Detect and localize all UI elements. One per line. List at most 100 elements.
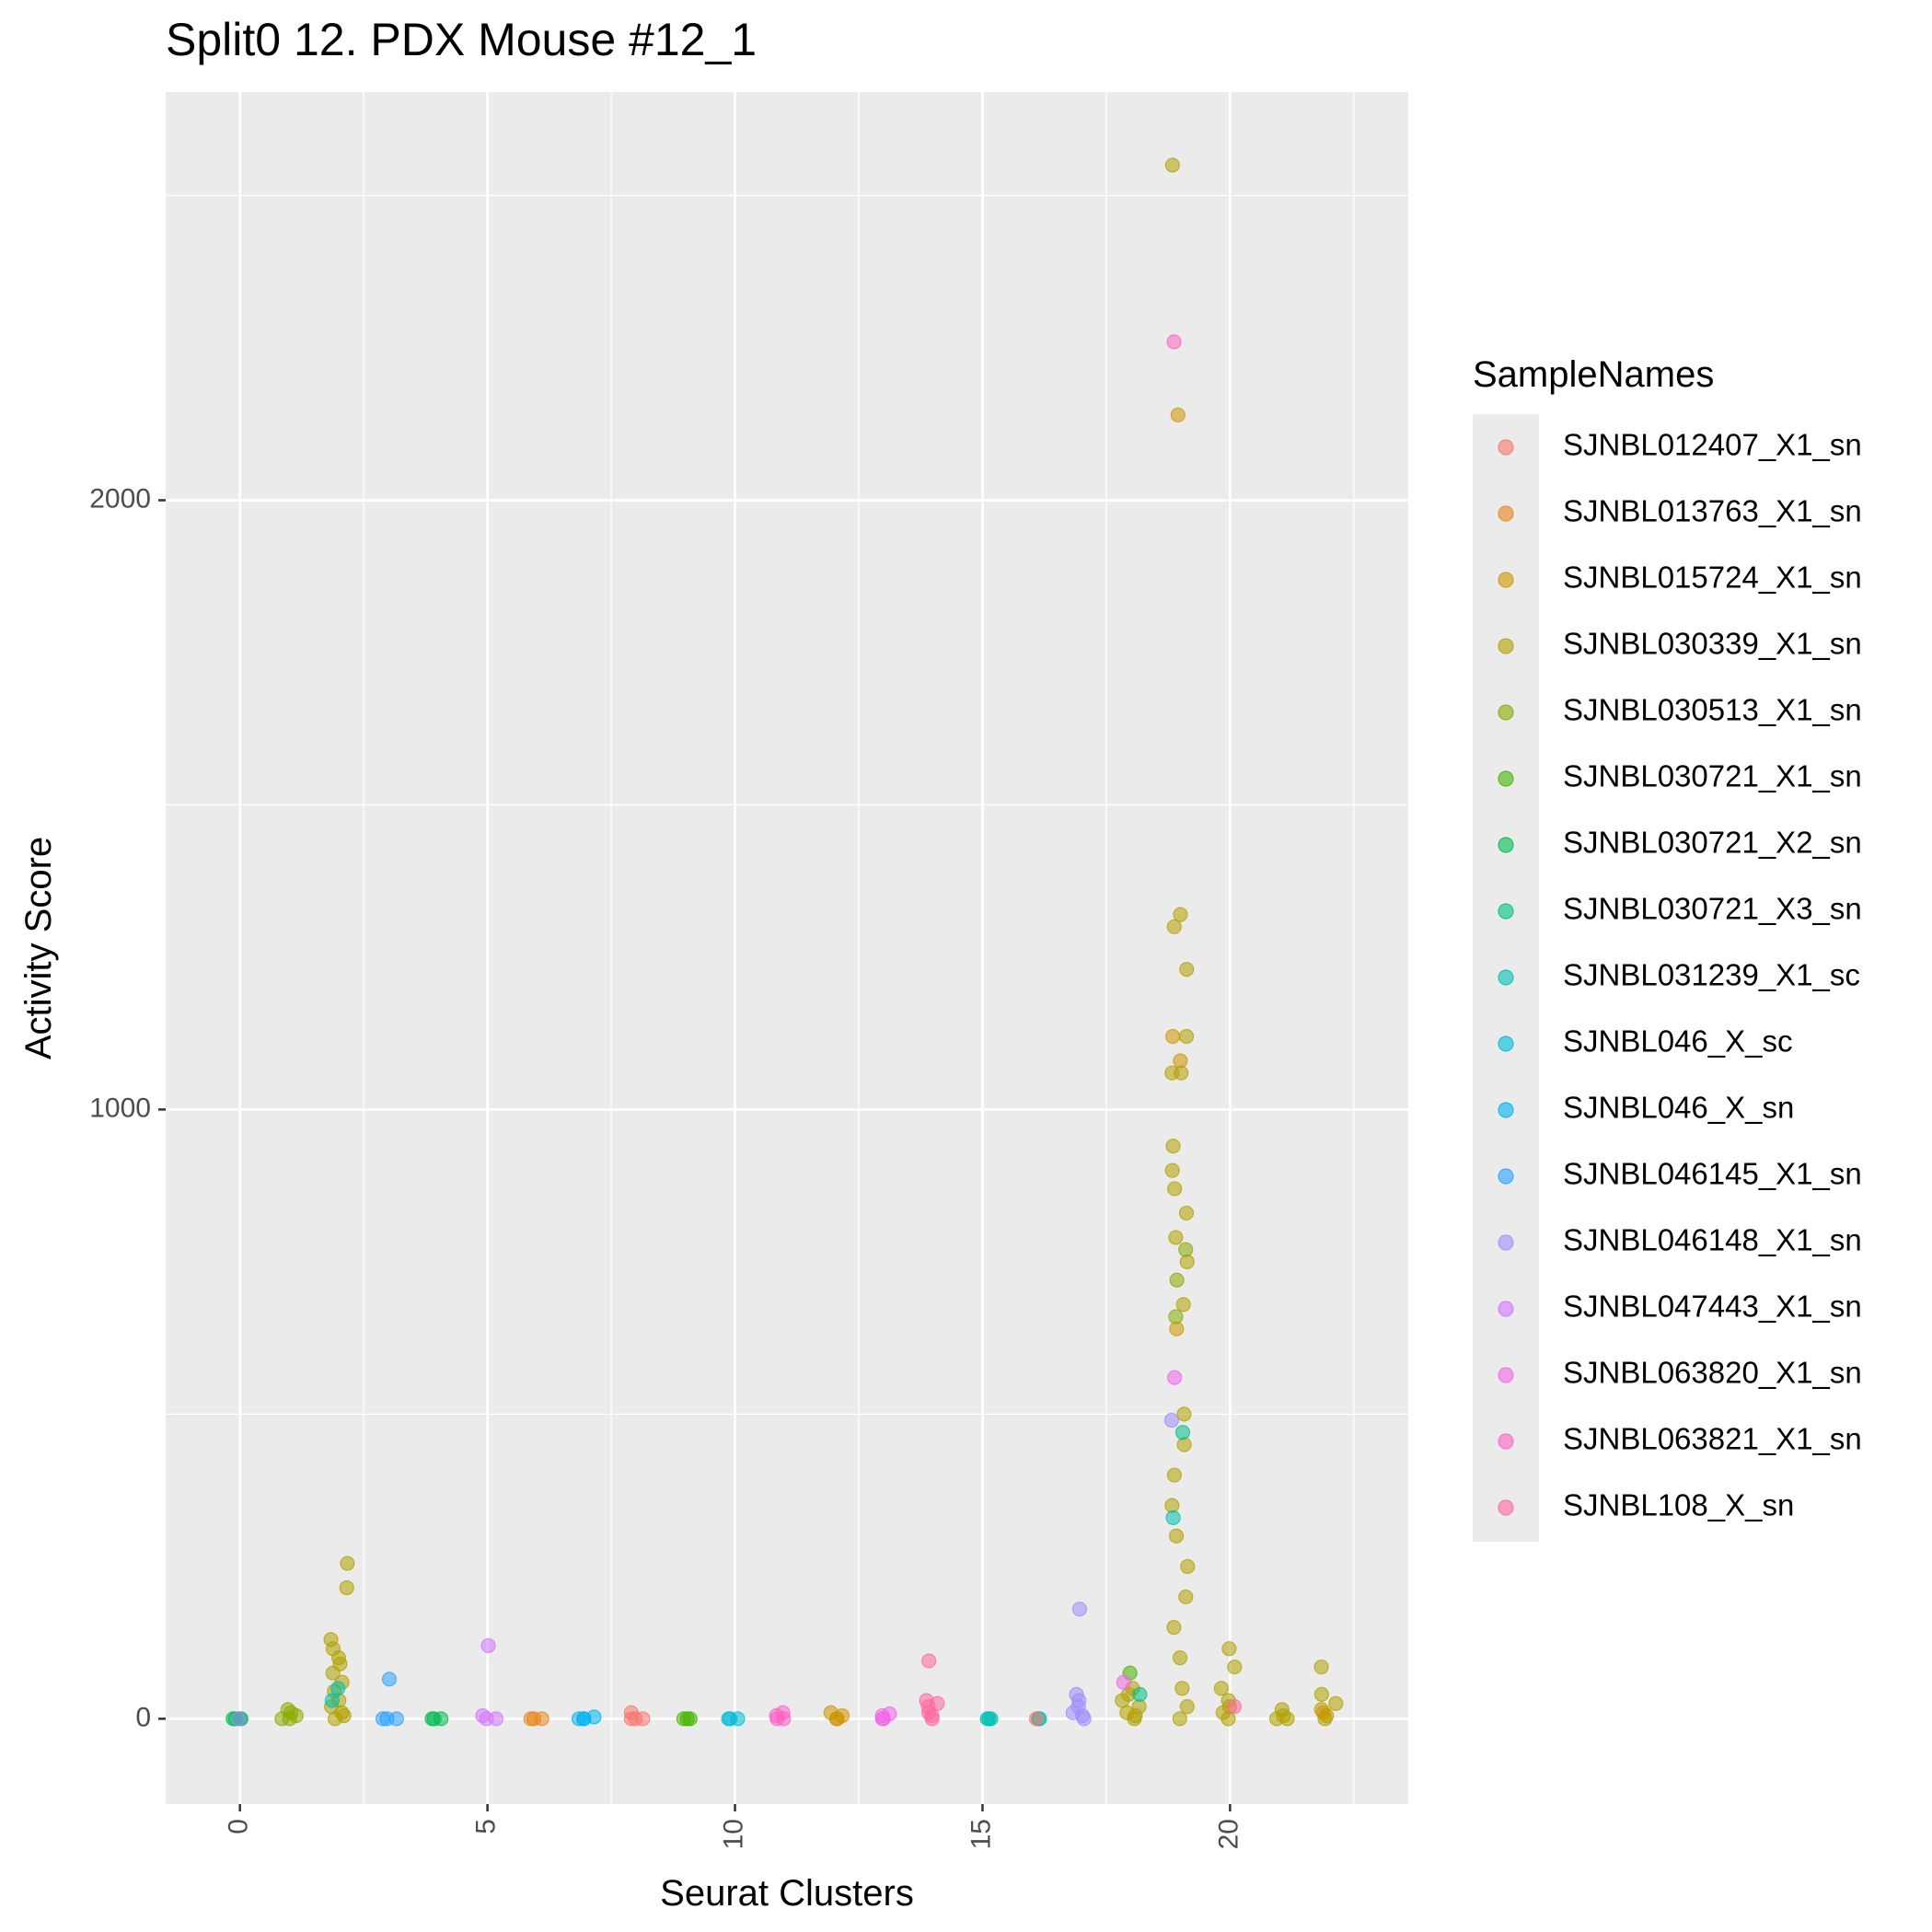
data-point — [1166, 334, 1182, 350]
data-point — [921, 1653, 937, 1669]
data-point — [1178, 1589, 1194, 1605]
legend-label: SJNBL108_X_sn — [1563, 1488, 1794, 1522]
data-point — [339, 1579, 354, 1596]
data-point — [1227, 1659, 1243, 1675]
x-tick-label: 0 — [224, 1819, 254, 1834]
data-point — [1166, 1467, 1182, 1483]
legend-label: SJNBL046_X_sn — [1563, 1091, 1794, 1125]
data-point — [1226, 1698, 1243, 1715]
data-point — [1179, 962, 1195, 978]
legend-label: SJNBL030513_X1_sn — [1563, 693, 1862, 727]
y-tick-label: 1000 — [89, 1093, 151, 1123]
data-point — [1069, 1686, 1084, 1702]
legend-key — [1498, 638, 1514, 654]
legend-label: SJNBL047443_X1_sn — [1563, 1290, 1862, 1324]
data-point — [379, 1711, 395, 1727]
data-point — [231, 1711, 247, 1727]
data-point — [1168, 1230, 1184, 1245]
legend-label: SJNBL063820_X1_sn — [1563, 1356, 1862, 1390]
legend-key — [1498, 439, 1514, 456]
legend-label: SJNBL015724_X1_sn — [1563, 561, 1862, 595]
data-point — [1071, 1602, 1088, 1617]
data-point — [534, 1711, 550, 1727]
y-axis-title: Activity Score — [18, 837, 59, 1059]
data-point — [1178, 1242, 1194, 1257]
data-point — [1165, 1510, 1181, 1525]
legend-label: SJNBL046145_X1_sn — [1563, 1157, 1862, 1191]
data-point — [1028, 1711, 1045, 1727]
data-point — [1168, 1528, 1185, 1544]
data-point — [280, 1702, 295, 1718]
legend-key — [1498, 505, 1514, 522]
legend-label: SJNBL031239_X1_sc — [1563, 958, 1860, 992]
legend-label: SJNBL046148_X1_sn — [1563, 1223, 1862, 1257]
legend-key — [1498, 969, 1514, 986]
data-point — [1166, 919, 1182, 934]
x-tick-label: 20 — [1213, 1819, 1244, 1849]
data-point — [823, 1705, 839, 1720]
data-point — [1175, 1297, 1191, 1313]
data-point — [1328, 1695, 1344, 1711]
legend-label: SJNBL063821_X1_sn — [1563, 1422, 1862, 1456]
legend-label: SJNBL030721_X2_sn — [1563, 826, 1862, 860]
data-point — [1180, 1558, 1196, 1574]
data-point — [623, 1705, 639, 1720]
data-point — [882, 1706, 897, 1722]
data-point — [475, 1707, 491, 1724]
data-point — [1166, 1370, 1183, 1385]
legend-title: SampleNames — [1473, 354, 1714, 395]
data-point — [1164, 1163, 1180, 1178]
data-point — [1173, 1053, 1188, 1069]
data-point — [983, 1711, 999, 1727]
data-point — [381, 1672, 398, 1687]
x-tick-label: 15 — [966, 1819, 996, 1849]
legend-key — [1498, 704, 1514, 721]
data-point — [1174, 1681, 1190, 1696]
legend-key — [1498, 1035, 1514, 1052]
data-point — [1116, 1674, 1131, 1690]
legend-key — [1498, 1499, 1514, 1516]
data-point — [330, 1681, 346, 1696]
data-point — [1274, 1702, 1290, 1718]
data-point — [1313, 1659, 1329, 1675]
data-point — [1169, 1272, 1185, 1288]
data-point — [323, 1632, 339, 1648]
data-point — [1164, 157, 1181, 173]
legend-key — [1498, 1433, 1514, 1450]
data-point — [723, 1711, 738, 1727]
x-tick-label: 10 — [718, 1819, 748, 1849]
data-point — [1172, 1650, 1188, 1666]
data-point — [1168, 1309, 1184, 1325]
data-point — [1179, 1254, 1195, 1269]
legend-key — [1498, 1234, 1514, 1251]
data-point — [1173, 907, 1188, 922]
data-point — [1166, 1619, 1182, 1636]
data-point — [1163, 1412, 1180, 1429]
data-point — [1174, 1425, 1191, 1440]
data-point — [1221, 1641, 1237, 1657]
legend-label: SJNBL030721_X3_sn — [1563, 892, 1862, 926]
legend-key — [1498, 1301, 1514, 1317]
data-point — [1315, 1705, 1331, 1720]
chart-title: Split0 12. PDX Mouse #12_1 — [166, 14, 757, 65]
legend-label: SJNBL012407_X1_sn — [1563, 428, 1862, 462]
data-point — [1213, 1681, 1229, 1696]
data-point — [1176, 1406, 1192, 1422]
plot-panel — [166, 92, 1408, 1804]
y-tick-label: 2000 — [89, 483, 151, 514]
legend-label: SJNBL013763_X1_sn — [1563, 494, 1862, 528]
legend: SampleNames SJNBL012407_X1_sn SJNBL013763… — [1473, 354, 1862, 1542]
legend-label: SJNBL030339_X1_sn — [1563, 627, 1862, 661]
data-point — [1179, 1698, 1195, 1715]
data-point — [571, 1711, 587, 1727]
data-point — [1167, 1181, 1183, 1197]
data-point — [1313, 1686, 1329, 1702]
data-point — [1178, 1028, 1195, 1045]
data-point — [586, 1709, 602, 1725]
legend-label: SJNBL046_X_sc — [1563, 1024, 1792, 1059]
legend-key — [1498, 770, 1514, 787]
data-point — [1165, 1139, 1181, 1154]
legend-key — [1498, 1102, 1514, 1118]
legend-key — [1498, 572, 1514, 588]
